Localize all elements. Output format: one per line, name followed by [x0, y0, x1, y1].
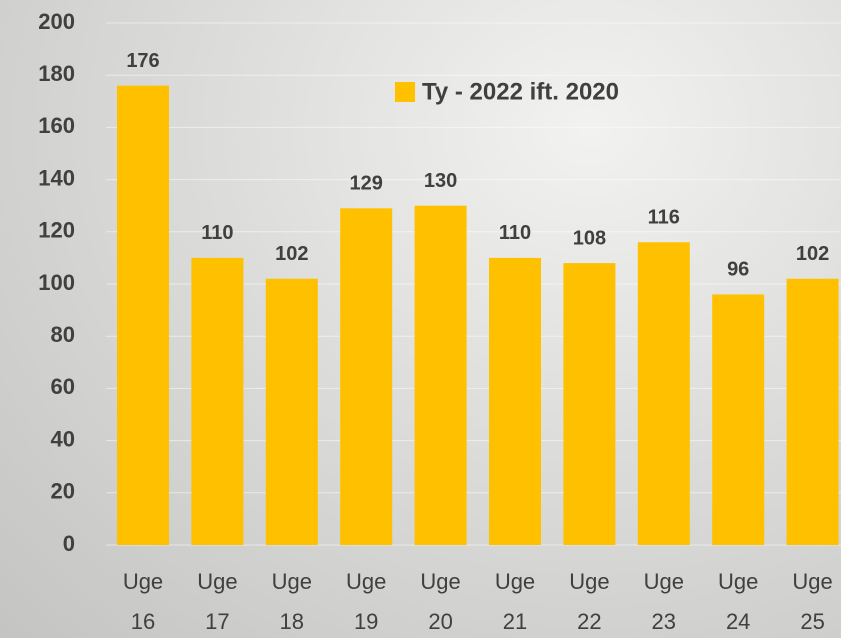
value-label: 96 — [727, 259, 749, 281]
legend-swatch — [395, 82, 415, 102]
y-tick-label: 160 — [38, 113, 75, 138]
x-tick-label: Uge 24 — [708, 562, 768, 638]
bar — [489, 258, 541, 545]
bar — [563, 263, 615, 545]
y-tick-label: 80 — [51, 322, 75, 347]
y-tick-label: 200 — [38, 9, 75, 34]
value-label: 176 — [126, 50, 159, 72]
value-label: 102 — [275, 243, 308, 265]
bar — [638, 242, 690, 545]
bar — [340, 208, 392, 545]
x-tick-label: Uge 23 — [634, 562, 694, 638]
value-label: 110 — [201, 222, 233, 244]
x-tick-label: Uge 18 — [262, 562, 322, 638]
y-tick-label: 180 — [38, 61, 75, 86]
y-tick-label: 40 — [51, 426, 75, 451]
y-tick-label: 0 — [63, 531, 75, 556]
bar — [712, 294, 764, 545]
y-tick-label: 120 — [38, 218, 75, 243]
y-tick-label: 60 — [51, 374, 75, 399]
value-label: 116 — [648, 207, 680, 229]
bar — [117, 86, 169, 545]
value-label: 130 — [424, 170, 457, 192]
y-tick-label: 100 — [38, 270, 75, 295]
bar — [191, 258, 243, 545]
x-tick-label: Uge 22 — [559, 562, 619, 638]
x-tick-label: Uge 19 — [336, 562, 396, 638]
x-tick-label: Uge 25 — [783, 562, 841, 638]
x-tick-label: Uge 17 — [187, 562, 247, 638]
x-tick-label: Uge 16 — [113, 562, 173, 638]
bar — [787, 279, 839, 545]
x-tick-label: Uge 20 — [411, 562, 471, 638]
y-tick-label: 140 — [38, 165, 75, 190]
value-label: 110 — [499, 222, 531, 244]
value-label: 129 — [350, 173, 383, 195]
chart: Ty - 2022 ift. 2020 0 20 40 60 80 100 120 140 16… — [0, 0, 841, 638]
bar — [266, 279, 318, 545]
x-tick-label: Uge 21 — [485, 562, 545, 638]
value-label: 102 — [796, 243, 829, 265]
legend-label: Ty - 2022 ift. 2020 — [422, 78, 619, 105]
bar — [415, 206, 467, 545]
chart-container: Ty - 2022 ift. 2020 0 20 40 60 80 100 120 140 16… — [0, 0, 841, 638]
y-tick-label: 20 — [51, 479, 75, 504]
value-label: 108 — [573, 227, 606, 249]
